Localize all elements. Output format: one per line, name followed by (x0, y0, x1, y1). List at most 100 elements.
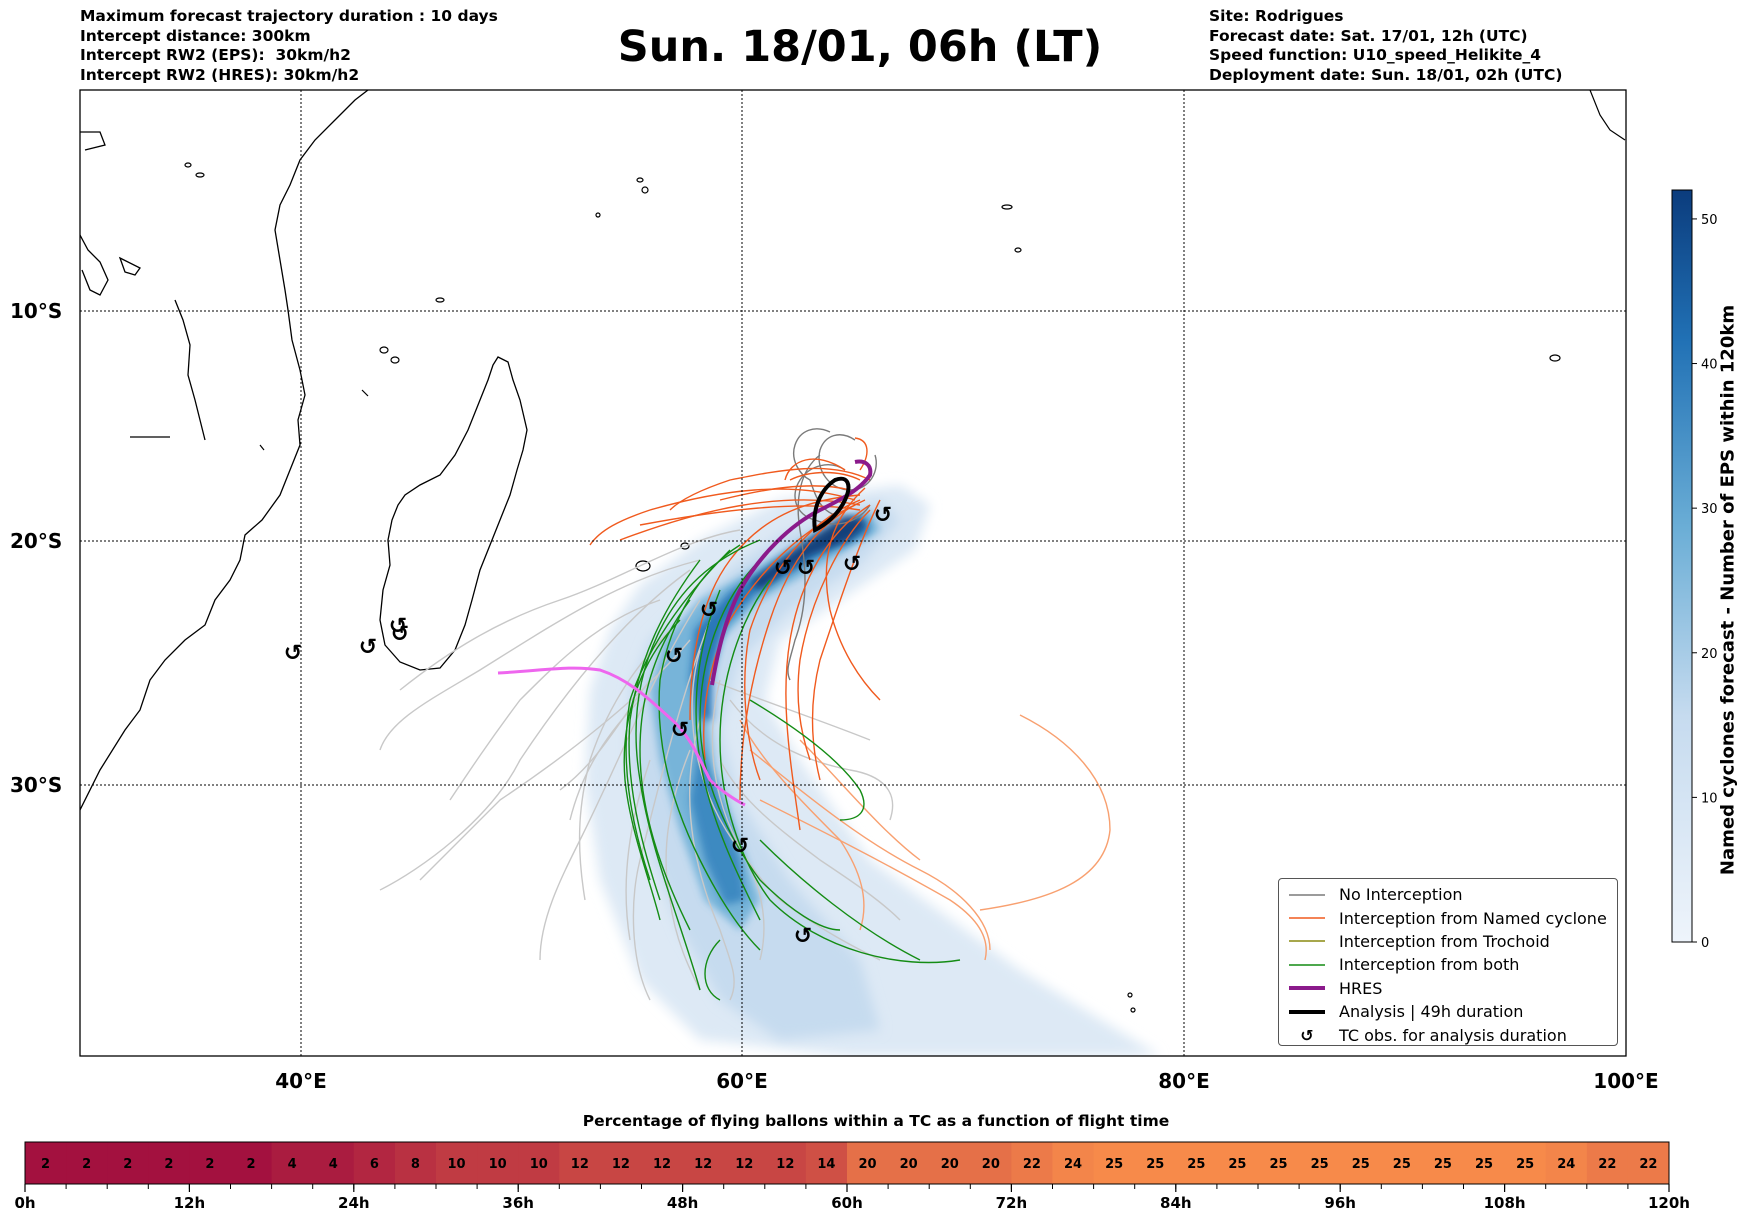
percentage-cell (970, 1142, 1012, 1184)
time-label: 108h (1484, 1194, 1526, 1212)
percentage-value: 25 (1270, 1157, 1288, 1172)
time-label: 60h (831, 1194, 863, 1212)
percentage-value: 25 (1105, 1157, 1123, 1172)
percentage-value: 8 (411, 1157, 420, 1172)
percentage-value: 25 (1434, 1157, 1452, 1172)
percentage-cell (107, 1142, 149, 1184)
colorbar-ticks: 0 10 20 30 40 50 (1692, 213, 1718, 951)
percentage-value: 25 (1475, 1157, 1493, 1172)
lat-label-20s: 20°S (10, 529, 62, 553)
percentage-cell (888, 1142, 930, 1184)
legend-item-both: Interception from both (1287, 953, 1609, 976)
percentage-cell (518, 1142, 560, 1184)
header-right-line-2: Forecast date: Sat. 17/01, 12h (UTC) (1209, 26, 1528, 45)
header-left-line-4: Intercept RW2 (HRES): 30km/h2 (80, 65, 360, 84)
cyclone-symbol-icon: ↺ (874, 503, 892, 528)
cyclone-symbol-icon: ↺ (284, 641, 302, 666)
legend-label: Interception from Trochoid (1339, 931, 1550, 951)
legend-item-hres: HRES (1287, 977, 1609, 1000)
percentage-cell (1093, 1142, 1136, 1184)
percentage-cell (271, 1142, 314, 1184)
cyclone-symbol-icon: ↺ (774, 556, 792, 581)
time-label: 12h (174, 1194, 206, 1212)
legend-label: HRES (1339, 978, 1383, 998)
lon-label-40e: 40°E (275, 1069, 327, 1093)
cyclone-symbol-icon: ↺ (1287, 1025, 1327, 1045)
percentage-cell (1586, 1142, 1629, 1184)
percentage-value: 12 (653, 1157, 671, 1172)
colorbar-gradient (1671, 189, 1693, 943)
percentage-value: 20 (900, 1157, 918, 1172)
percentage-value: 4 (329, 1157, 338, 1172)
percentage-value: 12 (735, 1157, 753, 1172)
percentage-value: 10 (530, 1157, 548, 1172)
cyclone-symbol-icon: ↺ (731, 834, 749, 859)
percentage-cell (477, 1142, 519, 1184)
legend-item-named-cyclone: Interception from Named cyclone (1287, 906, 1609, 929)
percentage-cell (1216, 1142, 1259, 1184)
colorbar: 0 10 20 30 40 50 (1671, 189, 1718, 951)
percentage-cell (1299, 1142, 1341, 1184)
cyclone-symbol-icon: ↺ (700, 598, 718, 623)
gray-line-icon (1287, 885, 1327, 905)
svg-text:↺: ↺ (1300, 1026, 1313, 1045)
percentage-cell (1422, 1142, 1464, 1184)
percentage-cell (1011, 1142, 1053, 1184)
colorbar-tick-label: 30 (1701, 502, 1718, 517)
header-left: Maximum forecast trajectory duration : 1… (80, 7, 498, 85)
horn-coast (80, 234, 109, 296)
cyclone-symbol-icon: ↺ (665, 644, 683, 669)
percentage-value: 22 (1023, 1157, 1041, 1172)
purple-thick-line-icon (1287, 978, 1327, 998)
percentage-value: 2 (123, 1157, 132, 1172)
africa-coast (80, 90, 369, 811)
percentage-cell (805, 1142, 848, 1184)
percentage-cell (559, 1142, 601, 1184)
lon-label-80e: 80°E (1158, 1069, 1210, 1093)
header-left-line-1: Maximum forecast trajectory duration : 1… (80, 7, 498, 25)
percentage-cell (1052, 1142, 1095, 1184)
black-thick-line-icon (1287, 1002, 1327, 1022)
legend-label: Interception from both (1339, 955, 1520, 975)
analysis-track (812, 476, 851, 534)
percentage-cell (436, 1142, 478, 1184)
percentage-cell (25, 1142, 67, 1184)
percentage-cell (764, 1142, 807, 1184)
percentage-value: 12 (571, 1157, 589, 1172)
header-right: Site: Rodrigues Forecast date: Sat. 17/0… (1209, 7, 1562, 85)
legend-item-trochoid: Interception from Trochoid (1287, 930, 1609, 953)
legend-label: TC obs. for analysis duration (1339, 1025, 1567, 1045)
cyclone-symbol-icon: ↺ (389, 614, 407, 639)
map-legend: No Interception Interception from Named … (1278, 878, 1618, 1046)
percentage-cell (1134, 1142, 1177, 1184)
percentage-cell (1545, 1142, 1588, 1184)
pink-track (497, 666, 746, 807)
percentage-cell (230, 1142, 273, 1184)
percentage-value: 24 (1064, 1157, 1082, 1172)
header-right-line-3: Speed function: U10_speed_Helikite_4 (1209, 46, 1542, 64)
map-frame (79, 89, 1627, 1057)
percentage-value: 2 (41, 1157, 50, 1172)
percentage-value: 25 (1146, 1157, 1164, 1172)
percentage-cell (1463, 1142, 1506, 1184)
colorbar-tick-label: 10 (1701, 791, 1718, 806)
page-title: Sun. 18/01, 06h (LT) (617, 22, 1103, 72)
cyclone-symbol-icon: ↺ (359, 635, 377, 660)
cyclone-symbol-icon: ↺ (794, 924, 812, 949)
lat-labels: 10°S 20°S 30°S (10, 299, 62, 797)
percentage-value: 12 (612, 1157, 630, 1172)
percentage-bar-title: Percentage of flying ballons within a TC… (582, 1112, 1170, 1130)
cyclone-symbol-icon: ↺ (391, 622, 409, 647)
lat-label-10s: 10°S (10, 299, 62, 323)
time-label: 120h (1648, 1194, 1690, 1212)
header-left-line-2: Intercept distance: 300km (80, 26, 311, 45)
percentage-value: 25 (1352, 1157, 1370, 1172)
gridlines (80, 90, 1626, 1056)
header-right-line-4: Deployment date: Sun. 18/01, 02h (UTC) (1209, 65, 1563, 84)
percentage-value: 6 (370, 1157, 379, 1172)
percentage-cell (1258, 1142, 1300, 1184)
hres-track (710, 459, 873, 686)
percentage-cell (1627, 1142, 1670, 1184)
percentage-value: 24 (1557, 1157, 1575, 1172)
legend-label: No Interception (1339, 885, 1463, 905)
